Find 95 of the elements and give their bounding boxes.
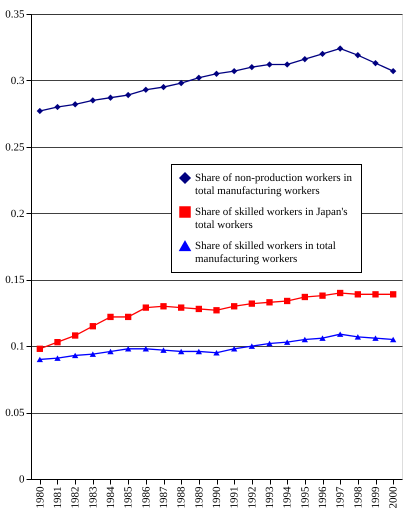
point <box>142 304 149 311</box>
x-tick-label: 1997 <box>334 486 347 508</box>
point <box>319 335 326 341</box>
point <box>354 52 361 58</box>
x-tick-label: 1999 <box>370 486 382 508</box>
point <box>372 60 379 66</box>
legend-label: Share of skilled workers in Japan's total workers <box>195 206 348 231</box>
point <box>196 348 202 354</box>
point <box>213 307 220 314</box>
point <box>302 336 308 342</box>
x-tick-label: 1986 <box>140 486 152 508</box>
point <box>72 332 78 339</box>
point <box>248 300 255 307</box>
point <box>354 291 361 298</box>
point <box>354 334 361 340</box>
point <box>178 348 184 354</box>
point <box>213 70 220 77</box>
point <box>54 338 61 346</box>
y-tick-label: 0.1 <box>10 340 24 353</box>
point <box>160 347 167 353</box>
point <box>72 101 78 108</box>
point <box>54 104 61 110</box>
y-tick-label: 0.2 <box>10 208 24 220</box>
point <box>231 303 238 310</box>
x-tick-label: 1989 <box>193 486 206 508</box>
y-tick-label: 0.35 <box>5 8 25 20</box>
point <box>142 346 149 352</box>
point <box>284 298 290 304</box>
point <box>284 61 290 68</box>
x-tick-label: 1982 <box>70 486 82 508</box>
point <box>90 351 96 357</box>
point <box>160 303 167 310</box>
x-tick-label: 1984 <box>105 486 117 508</box>
point <box>337 45 344 52</box>
point <box>266 299 273 306</box>
x-tick-label: 1991 <box>228 486 241 508</box>
point <box>302 294 308 300</box>
point <box>372 335 379 341</box>
point <box>72 352 78 358</box>
x-tick-label: 1985 <box>122 486 135 508</box>
point <box>36 346 43 352</box>
y-tick-label: 0.25 <box>5 141 25 154</box>
x-tick-label: 1983 <box>87 486 100 508</box>
point <box>319 292 326 299</box>
x-tick-label: 1988 <box>176 486 188 508</box>
point <box>248 343 255 349</box>
legend-label: Share of skilled workers in total manufacturing workers <box>195 240 336 265</box>
x-tick-label: 1998 <box>352 486 364 508</box>
y-tick-label: 0.15 <box>5 274 25 286</box>
point <box>266 61 273 68</box>
point <box>125 92 132 98</box>
point <box>319 50 326 58</box>
point <box>107 94 114 101</box>
point <box>337 331 344 337</box>
point <box>337 290 344 296</box>
y-tick-label: 0.3 <box>10 74 25 87</box>
point <box>196 74 202 81</box>
point <box>248 64 255 70</box>
x-tick-label: 1981 <box>52 486 64 508</box>
point <box>266 340 273 346</box>
legend-label: Share of non-production workers in total manufacturing workers <box>195 172 353 197</box>
point <box>160 84 167 90</box>
point <box>36 108 43 114</box>
x-tick-label: 1990 <box>211 486 223 508</box>
x-tick-label: 2000 <box>388 486 400 508</box>
point <box>125 314 132 320</box>
point <box>196 306 202 312</box>
point <box>372 291 379 298</box>
point <box>90 97 96 104</box>
point <box>142 86 149 93</box>
x-tick-label: 1994 <box>282 486 294 508</box>
point <box>36 356 43 362</box>
x-tick-label: 1992 <box>246 486 258 508</box>
point <box>178 304 184 311</box>
x-tick-label: 1995 <box>299 486 312 508</box>
point <box>390 291 396 298</box>
x-tick-label: 1987 <box>158 486 170 508</box>
point <box>284 339 290 345</box>
y-tick-label: 0 <box>19 474 25 486</box>
point <box>107 314 114 320</box>
point <box>90 323 96 330</box>
point <box>302 56 308 62</box>
point <box>213 350 220 356</box>
x-tick-label: 1980 <box>34 486 46 508</box>
point <box>107 348 114 354</box>
point <box>178 80 184 86</box>
y-tick-label: 0.05 <box>5 407 25 420</box>
point <box>231 68 238 74</box>
point <box>54 355 61 361</box>
x-tick-label: 1993 <box>264 486 276 508</box>
x-tick-label: 1996 <box>317 486 329 508</box>
point <box>125 346 132 352</box>
point <box>390 336 396 342</box>
point <box>390 68 396 74</box>
point <box>231 346 238 352</box>
